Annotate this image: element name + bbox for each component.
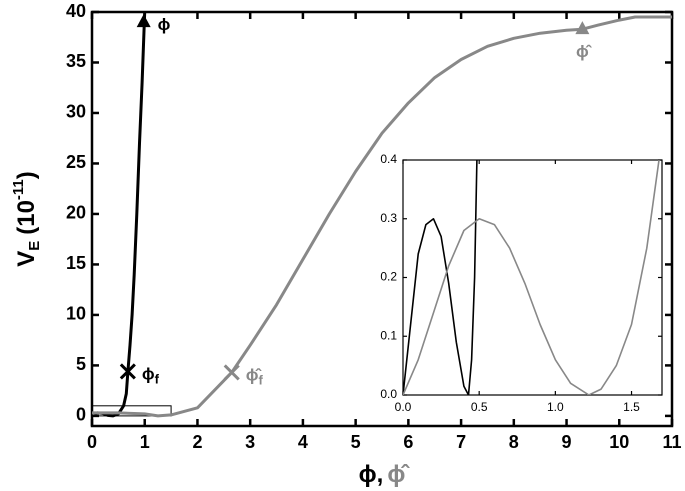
y-tick-label: 5: [76, 354, 86, 374]
marker-label: ϕf: [142, 365, 160, 387]
y-tick-label: 35: [66, 51, 86, 71]
marker-label: ϕ̂f: [246, 366, 264, 388]
y-label-sup: -11: [10, 179, 27, 200]
x-tick-label: 1: [140, 432, 150, 452]
y-label-sub: E: [26, 241, 43, 251]
y-axis-label: VE (10-11): [10, 171, 43, 267]
series-line: [92, 15, 672, 418]
x-tick-label: 4: [298, 432, 308, 452]
marker-label-text: ϕ: [158, 16, 171, 35]
x-tick-label: 3: [245, 432, 255, 452]
plot-frame: [402, 159, 663, 396]
marker-x: [119, 363, 136, 380]
y-tick-label: 30: [66, 102, 86, 122]
x-tick-label: 1.5: [623, 400, 640, 414]
series-line: [403, 160, 478, 395]
x-axis-label: ϕ, ϕ̂: [359, 461, 411, 488]
y-tick-label: 15: [66, 253, 86, 273]
y-label-unit: (10: [13, 200, 40, 235]
series-group: [92, 12, 672, 418]
y-tick-label: 0.0: [380, 387, 397, 401]
x-tick-label: 8: [509, 432, 519, 452]
y-label-symbol: V: [13, 251, 40, 267]
x-tick-label: 0: [87, 432, 97, 452]
x-tick-label: 7: [456, 432, 466, 452]
x-tick-label: 0.0: [395, 400, 412, 414]
marker-label-text: ϕ̂: [246, 366, 263, 385]
x-tick-label: 6: [403, 432, 413, 452]
y-tick-label: 0.4: [380, 152, 397, 166]
marker-label: ϕ: [158, 16, 171, 35]
x-tick-label: 2: [192, 432, 202, 452]
marker-label: ϕ̂: [576, 43, 593, 62]
x-tick-label: 0.5: [471, 400, 488, 414]
y-tick-label: 0.3: [380, 211, 397, 225]
y-tick-label: 10: [66, 304, 86, 324]
x-label-part: ϕ̂: [387, 461, 410, 488]
y-tick-label: 40: [66, 1, 86, 21]
series-group: [403, 160, 660, 395]
x-tick-label: 9: [562, 432, 572, 452]
x-tick-label: 5: [351, 432, 361, 452]
y-label-close: ): [13, 171, 40, 179]
marker-triangle: [575, 21, 590, 35]
y-tick-label: 0.1: [380, 328, 397, 342]
series-line: [403, 160, 660, 395]
marker-label-sub: f: [155, 372, 160, 387]
y-tick-label: 0: [76, 405, 86, 425]
y-tick-label: 25: [66, 152, 86, 172]
marker-triangle: [136, 14, 151, 28]
y-tick-label: 20: [66, 203, 86, 223]
marker-label-text: ϕ: [142, 365, 155, 384]
marker-label-text: ϕ̂: [576, 43, 593, 62]
marker-x: [223, 364, 240, 381]
x-tick-label: 1.0: [547, 400, 564, 414]
marker-label-sub: f: [258, 373, 263, 388]
y-tick-label: 0.2: [380, 270, 397, 284]
zoom-box: [92, 405, 172, 417]
x-tick-label: 11: [662, 432, 681, 452]
x-label-part: ϕ,: [359, 461, 384, 488]
x-tick-label: 10: [609, 432, 629, 452]
